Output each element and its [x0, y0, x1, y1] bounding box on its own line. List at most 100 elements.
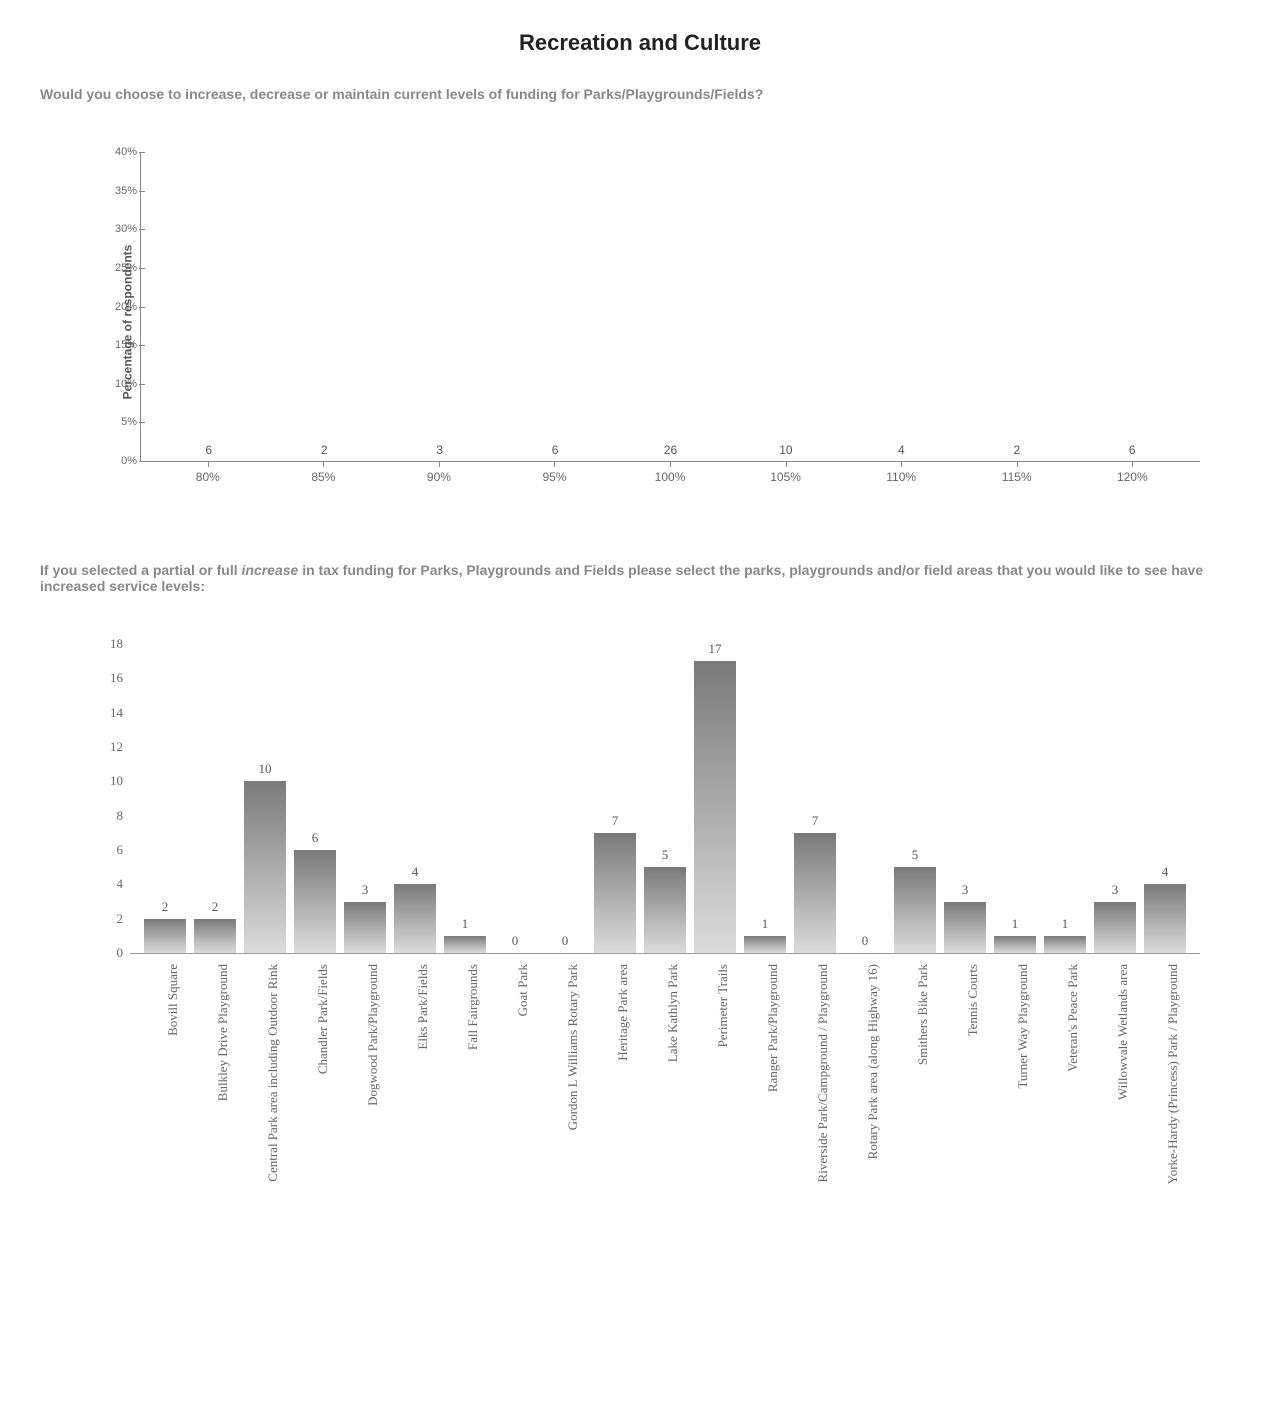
- chart2-xtick-label: Bovill Square: [165, 964, 181, 1036]
- chart2-xtick: Bulkley Drive Playground: [192, 954, 238, 1184]
- chart1-ytick: 40%: [99, 146, 137, 158]
- chart2-xtick-label: Riverside Park/Campground / Playground: [815, 964, 831, 1182]
- chart1-bar-value: 4: [898, 443, 905, 457]
- chart2-bar-value: 1: [462, 916, 469, 932]
- chart2-bar-fill: 5: [894, 867, 935, 953]
- chart2-bar: 1: [992, 644, 1038, 953]
- chart2-xtick: Goat Park: [492, 954, 538, 1184]
- chart2-bar: 17: [692, 644, 738, 953]
- chart2-bar-fill: 10: [244, 781, 285, 953]
- chart2-bar-fill: 17: [694, 661, 735, 953]
- chart2-bar-value: 2: [162, 899, 169, 915]
- chart2-bar: 3: [1092, 644, 1138, 953]
- chart1-ytick: 15%: [99, 339, 137, 351]
- chart2-bar: 1: [1042, 644, 1088, 953]
- parks-selection-chart: 22106341007517170531134 024681012141618 …: [100, 644, 1200, 1184]
- chart2-xtick: Turner Way Playground: [992, 954, 1038, 1184]
- chart1-bar-value: 26: [664, 443, 677, 457]
- chart2-bar-fill: 4: [394, 884, 435, 953]
- chart1-xtick: 80%: [158, 462, 258, 492]
- chart2-xtick: Gordon L Williams Rotary Park: [542, 954, 588, 1184]
- chart2-bar: 3: [342, 644, 388, 953]
- page-title: Recreation and Culture: [40, 30, 1240, 56]
- chart2-bar-value: 17: [708, 641, 721, 657]
- chart2-bar-value: 1: [1012, 916, 1019, 932]
- chart1-ytick: 35%: [99, 185, 137, 197]
- chart2-bar: 5: [892, 644, 938, 953]
- chart2-bar: 5: [642, 644, 688, 953]
- chart2-bar-value: 5: [662, 847, 669, 863]
- chart2-xtick-label: Central Park area including Outdoor Rink: [265, 964, 281, 1182]
- chart2-xtick-label: Bulkley Drive Playground: [215, 964, 231, 1101]
- chart2-xtick-label: Rotary Park area (along Highway 16): [865, 964, 881, 1159]
- chart2-bar-fill: 3: [1094, 902, 1135, 954]
- chart2-bar-value: 5: [912, 847, 919, 863]
- chart2-bars: 22106341007517170531134: [130, 644, 1200, 953]
- chart2-bar-fill: 4: [1144, 884, 1185, 953]
- chart2-bar-fill: 6: [294, 850, 335, 953]
- chart2-bar-value: 1: [1062, 916, 1069, 932]
- chart2-xtick-label: Tennis Courts: [965, 964, 981, 1036]
- chart2-xtick: Elks Park/Fields: [392, 954, 438, 1184]
- chart2-bar: 7: [592, 644, 638, 953]
- chart2-bar-fill: 3: [344, 902, 385, 954]
- chart2-bar-value: 7: [612, 813, 619, 829]
- chart2-bar: 1: [742, 644, 788, 953]
- chart2-bar: 0: [542, 644, 588, 953]
- chart1-xtick: 85%: [274, 462, 374, 492]
- chart2-xtick-label: Chandler Park/Fields: [315, 964, 331, 1074]
- chart2-bar: 4: [1142, 644, 1188, 953]
- chart2-xtick-label: Perimeter Trails: [715, 964, 731, 1047]
- chart2-xtick-label: Yorke-Hardy (Princess) Park / Playground: [1165, 964, 1181, 1184]
- chart2-xtick: Yorke-Hardy (Princess) Park / Playground: [1142, 954, 1188, 1184]
- chart2-xtick: Ranger Park/Playground: [742, 954, 788, 1184]
- chart2-xtick: Tennis Courts: [942, 954, 988, 1184]
- chart1-bar-value: 2: [321, 443, 328, 457]
- chart2-bar-fill: 1: [994, 936, 1035, 953]
- chart2-xtick: Lake Kathlyn Park: [642, 954, 688, 1184]
- chart2-bar: 1: [442, 644, 488, 953]
- chart1-xtick: 115%: [967, 462, 1067, 492]
- chart2-xtick-label: Gordon L Williams Rotary Park: [565, 964, 581, 1130]
- chart2-xtick: Veteran's Peace Park: [1042, 954, 1088, 1184]
- chart2-xtick: Perimeter Trails: [692, 954, 738, 1184]
- chart2-ytick: 16: [95, 670, 123, 686]
- chart2-xtick-label: Veteran's Peace Park: [1065, 964, 1081, 1072]
- chart2-xtick-label: Dogwood Park/Playground: [365, 964, 381, 1106]
- chart2-xtick-label: Fall Fairgrounds: [465, 964, 481, 1050]
- chart1-bar-value: 6: [552, 443, 559, 457]
- chart2-bar: 4: [392, 644, 438, 953]
- chart2-xtick: Chandler Park/Fields: [292, 954, 338, 1184]
- chart1-xtick: 120%: [1083, 462, 1183, 492]
- chart2-bar-fill: 2: [194, 919, 235, 953]
- chart1-xtick: 110%: [851, 462, 951, 492]
- chart2-bar: 0: [842, 644, 888, 953]
- chart2-bar-fill: 3: [944, 902, 985, 954]
- chart1-xaxis: 80%85%90%95%100%105%110%115%120%: [140, 462, 1200, 492]
- chart2-bar-fill: 1: [444, 936, 485, 953]
- chart2-ytick: 10: [95, 773, 123, 789]
- chart2-xtick: Heritage Park area: [592, 954, 638, 1184]
- chart2-bar-fill: 1: [1044, 936, 1085, 953]
- chart2-bar-value: 3: [962, 882, 969, 898]
- chart2-bar-value: 0: [562, 933, 569, 949]
- chart2-xtick-label: Willowvale Wetlands area: [1115, 964, 1131, 1100]
- chart2-xtick-label: Goat Park: [515, 964, 531, 1016]
- chart1-ytick: 10%: [99, 378, 137, 390]
- chart2-xtick: Riverside Park/Campground / Playground: [792, 954, 838, 1184]
- chart1-bars: 62362610426: [141, 152, 1200, 461]
- chart2-xtick: Bovill Square: [142, 954, 188, 1184]
- q2-pre: If you selected a partial or full: [40, 562, 242, 578]
- chart1-ytick: 0%: [99, 455, 137, 467]
- chart1-ytick: 20%: [99, 301, 137, 313]
- chart1-bar-value: 6: [1129, 443, 1136, 457]
- chart1-xtick: 100%: [620, 462, 720, 492]
- chart2-bar-value: 1: [762, 916, 769, 932]
- chart2-bar-value: 0: [512, 933, 519, 949]
- chart2-xtick-label: Lake Kathlyn Park: [665, 964, 681, 1062]
- chart2-xtick-label: Heritage Park area: [615, 964, 631, 1061]
- chart1-bar-value: 10: [779, 443, 792, 457]
- chart1-xtick: 95%: [505, 462, 605, 492]
- question-2: If you selected a partial or full increa…: [40, 562, 1240, 594]
- question-1: Would you choose to increase, decrease o…: [40, 86, 1240, 102]
